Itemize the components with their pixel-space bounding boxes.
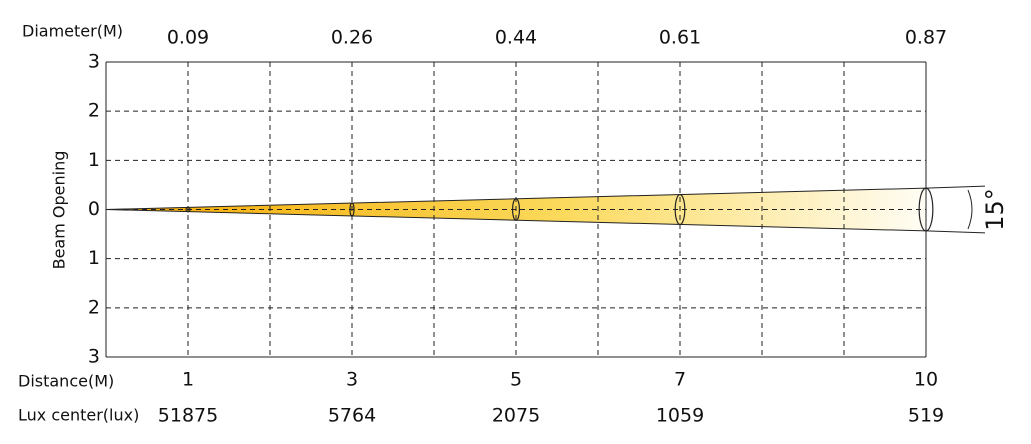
- distance-label: Distance(M): [18, 372, 114, 391]
- beam-section: [185, 206, 191, 213]
- lux-value: 1059: [656, 405, 704, 427]
- y-tick-label: 1: [88, 247, 100, 269]
- diameter-value: 0.87: [905, 27, 947, 49]
- lux-value: 51875: [158, 405, 218, 427]
- diameter-value: 0.09: [167, 27, 209, 49]
- beam-section: [674, 193, 686, 226]
- angle-ext: [925, 185, 986, 189]
- diameter-value: 0.44: [495, 27, 537, 49]
- distance-value: 1: [182, 369, 194, 391]
- y-axis-label: Beam Opening: [50, 151, 69, 270]
- distance-value: 10: [914, 369, 938, 391]
- distance-value: 7: [674, 369, 686, 391]
- diameter-value: 0.61: [659, 27, 701, 49]
- beam-section: [511, 198, 521, 221]
- y-tick-label: 0: [88, 198, 100, 220]
- lux-value: 519: [908, 405, 944, 427]
- y-tick-label: 3: [88, 346, 100, 368]
- lux-value: 2075: [492, 405, 540, 427]
- y-tick-label: 3: [88, 51, 100, 73]
- beam-section: [349, 202, 355, 217]
- y-tick-label: 2: [88, 296, 100, 318]
- y-tick-label: 2: [88, 100, 100, 122]
- distance-value: 5: [510, 369, 522, 391]
- angle-ext: [925, 230, 986, 234]
- diameter-value: 0.26: [331, 27, 373, 49]
- lux-label: Lux center(lux): [18, 406, 139, 425]
- lux-value: 5764: [328, 405, 376, 427]
- angle-arc: [967, 189, 973, 230]
- y-tick-label: 1: [88, 149, 100, 171]
- beam-angle: 15°: [981, 188, 1009, 231]
- diameter-label: Diameter(M): [22, 22, 123, 41]
- distance-value: 3: [346, 369, 358, 391]
